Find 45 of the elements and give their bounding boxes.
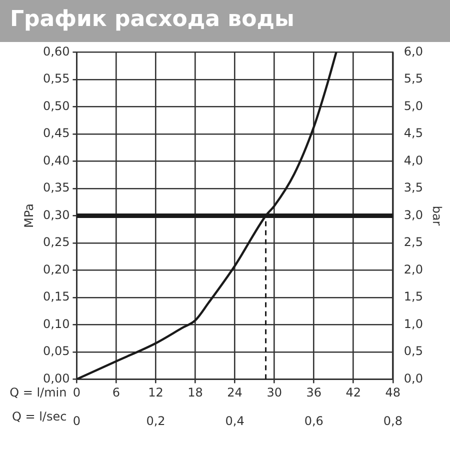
x-tick-label: 6 <box>112 386 120 400</box>
x2-tick-label: 0,6 <box>304 414 324 428</box>
y-tick-label: 0,40 <box>43 153 70 168</box>
y2-tick-label: 3,5 <box>404 180 424 195</box>
y-tick-label: 0,55 <box>43 72 70 86</box>
y-tick-label: 0,00 <box>43 371 70 386</box>
x2-tick-label: 0,8 <box>383 414 402 428</box>
x2-tick-label: 0,4 <box>225 414 244 428</box>
y-axis-title: MPa <box>22 203 36 228</box>
y2-tick-label: 5,5 <box>404 72 424 86</box>
y2-tick-label: 3,0 <box>404 208 424 222</box>
y2-tick-label: 0,0 <box>404 371 424 386</box>
y-tick-label: 0,25 <box>43 235 70 250</box>
chart-title: График расхода воды <box>0 0 450 42</box>
y-tick-label: 0,50 <box>43 98 70 113</box>
x-tick-label: 18 <box>188 386 203 400</box>
y-tick-label: 0,60 <box>43 44 70 58</box>
y-tick-label: 0,30 <box>43 208 70 222</box>
x-tick-label: 36 <box>306 386 322 400</box>
y2-tick-label: 6,0 <box>404 44 424 58</box>
y2-tick-label: 5,0 <box>404 98 424 113</box>
y-tick-label: 0,10 <box>43 316 70 331</box>
y-tick-label: 0,05 <box>43 344 70 358</box>
x2-axis-title: Q = l/sec <box>12 410 67 424</box>
y2-tick-label: 2,0 <box>404 262 424 276</box>
y-tick-label: 0,15 <box>43 290 70 304</box>
y2-tick-label: 1,0 <box>404 316 424 331</box>
x-axis-title: Q = l/min <box>10 385 67 400</box>
x-tick-label: 12 <box>148 386 164 400</box>
y-tick-label: 0,45 <box>43 126 70 140</box>
x2-tick-label: 0,2 <box>146 414 166 428</box>
y-tick-label: 0,35 <box>43 180 70 195</box>
x-tick-label: 48 <box>385 386 401 400</box>
x-tick-label: 0 <box>72 386 81 400</box>
y2-tick-label: 0,5 <box>404 344 424 358</box>
x2-tick-label: 0 <box>72 414 81 428</box>
y2-tick-label: 4,0 <box>404 153 424 168</box>
y-tick-label: 0,20 <box>43 262 70 276</box>
y2-tick-label: 4,5 <box>404 126 424 140</box>
y2-tick-label: 1,5 <box>404 290 424 304</box>
y2-axis-title: bar <box>430 206 444 226</box>
y2-tick-label: 2,5 <box>404 235 424 250</box>
x-tick-label: 42 <box>346 386 362 400</box>
x-tick-label: 30 <box>266 386 282 400</box>
x-tick-label: 24 <box>227 386 242 400</box>
